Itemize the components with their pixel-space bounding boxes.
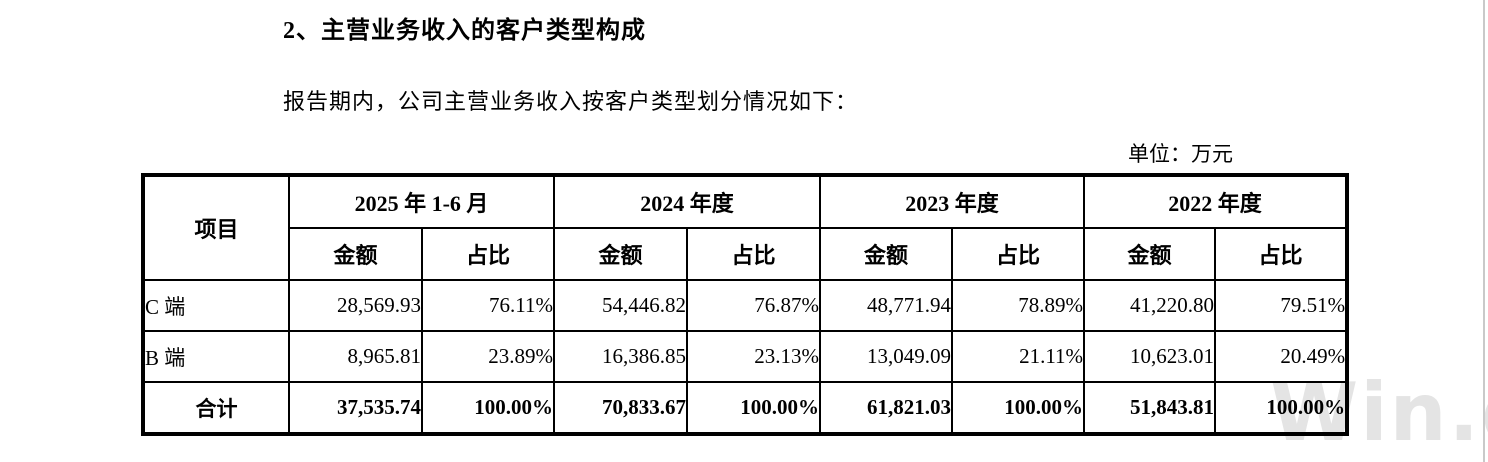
row-label-cell: B 端 xyxy=(142,330,290,383)
amount-header: 金额 xyxy=(553,227,689,281)
amount-header: 金额 xyxy=(288,227,423,281)
amount-cell: 8,965.81 xyxy=(288,330,423,383)
ratio-cell: 78.89% xyxy=(951,279,1086,332)
amount-cell: 54,446.82 xyxy=(553,279,689,332)
total-label-cell: 合计 xyxy=(142,381,290,435)
intro-paragraph: 报告期内，公司主营业务收入按客户类型划分情况如下： xyxy=(283,89,859,114)
ratio-header: 占比 xyxy=(686,227,822,281)
page-edge-divider xyxy=(1483,0,1485,462)
ratio-cell: 23.13% xyxy=(686,330,822,383)
period-header-2025: 2025 年 1-6 月 xyxy=(287,174,556,229)
period-header-2023: 2023 年度 xyxy=(819,174,1086,229)
ratio-cell: 100.00% xyxy=(951,381,1086,435)
ratio-header: 占比 xyxy=(951,227,1086,281)
table-row-b-side: B 端 8,965.81 23.89% 16,386.85 23.13% 13,… xyxy=(142,330,1349,383)
table-header-row-measures: 金额 占比 金额 占比 金额 占比 金额 占比 xyxy=(143,227,1349,281)
period-header-2024: 2024 年度 xyxy=(553,174,822,229)
amount-cell: 37,535.74 xyxy=(288,381,423,435)
revenue-by-customer-type-table: 项目 2025 年 1-6 月 2024 年度 2023 年度 2022 年度 … xyxy=(141,173,1350,436)
ratio-cell: 21.11% xyxy=(951,330,1086,383)
unit-note: 单位：万元 xyxy=(1128,142,1233,166)
ratio-cell: 100.00% xyxy=(686,381,822,435)
ratio-header: 占比 xyxy=(420,227,556,281)
amount-header: 金额 xyxy=(819,227,954,281)
amount-cell: 16,386.85 xyxy=(553,330,689,383)
row-label-cell: C 端 xyxy=(142,279,290,332)
table-row-total: 合计 37,535.74 100.00% 70,833.67 100.00% 6… xyxy=(142,381,1349,435)
amount-cell: 51,843.81 xyxy=(1083,381,1217,435)
ratio-cell: 79.51% xyxy=(1214,279,1349,332)
ratio-cell: 23.89% xyxy=(420,330,556,383)
ratio-cell: 76.11% xyxy=(420,279,556,332)
item-column-header: 项目 xyxy=(142,174,290,281)
amount-cell: 61,821.03 xyxy=(819,381,954,435)
table-header-row-periods: 项目 2025 年 1-6 月 2024 年度 2023 年度 2022 年度 xyxy=(142,174,1349,281)
amount-cell: 28,569.93 xyxy=(288,279,423,332)
ratio-cell: 100.00% xyxy=(1214,381,1349,435)
amount-header: 金额 xyxy=(1083,227,1217,281)
ratio-cell: 100.00% xyxy=(420,381,556,435)
amount-cell: 10,623.01 xyxy=(1083,330,1217,383)
section-title: 2、主营业务收入的客户类型构成 xyxy=(283,18,646,44)
ratio-cell: 76.87% xyxy=(686,279,822,332)
period-header-2022: 2022 年度 xyxy=(1083,174,1349,229)
table-row-c-side: C 端 28,569.93 76.11% 54,446.82 76.87% 48… xyxy=(142,279,1349,332)
amount-cell: 48,771.94 xyxy=(819,279,954,332)
amount-cell: 13,049.09 xyxy=(819,330,954,383)
ratio-cell: 20.49% xyxy=(1214,330,1349,383)
amount-cell: 41,220.80 xyxy=(1083,279,1217,332)
amount-cell: 70,833.67 xyxy=(553,381,689,435)
ratio-header: 占比 xyxy=(1214,227,1349,281)
